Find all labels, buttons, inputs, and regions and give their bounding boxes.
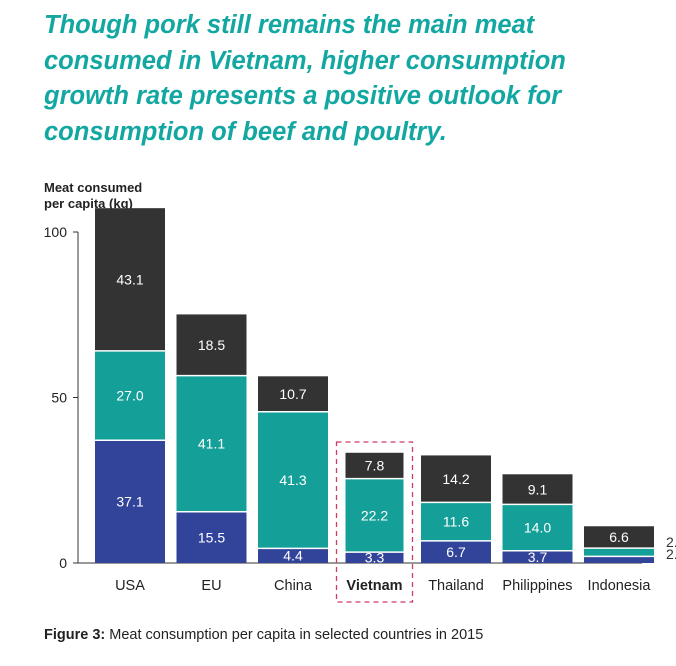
bar-pork (421, 502, 491, 541)
bar-beef (421, 455, 491, 503)
bar-value-label: 6.7 (446, 544, 466, 560)
bar-value-label: 41.1 (198, 436, 225, 452)
bar-value-label: 7.8 (365, 458, 385, 474)
bar-value-label: 37.1 (116, 494, 143, 510)
bar-beef (176, 314, 247, 376)
y-axis-title-line: Meat consumed (44, 180, 143, 195)
y-axis-title: Meat consumed per capita (kg) (44, 180, 142, 212)
x-tick-label: USA (115, 578, 145, 594)
x-tick-label: Vietnam (346, 578, 402, 594)
bar-value-label-outside: 2.5 (666, 534, 676, 550)
bar-pork (345, 478, 404, 553)
headline-line: consumption of beef and poultry. (44, 117, 447, 146)
bar-value-label: 14.0 (524, 520, 551, 536)
bar-value-label: 4.4 (283, 548, 303, 564)
bar-pork (584, 548, 654, 557)
bar-value-label: 9.1 (528, 481, 548, 497)
bar-value-label: 14.2 (442, 471, 469, 487)
bar-poultry (584, 556, 654, 563)
bar-pork (258, 411, 328, 549)
bar-poultry (502, 550, 573, 563)
bar-value-label: 41.3 (279, 472, 306, 488)
headline-line: growth rate presents a positive outlook … (44, 82, 562, 110)
y-tick-label: 0 (59, 555, 67, 571)
bar-value-label: 11.6 (443, 514, 469, 530)
caption-prefix: Figure 3: (44, 627, 106, 643)
bar-value-label: 15.5 (198, 529, 225, 545)
bar-value-label: 18.5 (198, 337, 225, 353)
bar-value-label: 43.1 (116, 271, 143, 287)
bar-value-label: 27.0 (116, 388, 143, 404)
bar-beef (95, 208, 165, 351)
bar-value-label: 3.3 (365, 550, 385, 566)
bar-value-label-outside: 2.0 (666, 546, 676, 562)
bar-poultry (258, 548, 328, 563)
x-tick-label: Philippines (502, 578, 572, 594)
x-tick-label: Indonesia (588, 578, 652, 594)
highlight-box (335, 441, 414, 603)
bar-beef (502, 474, 573, 505)
bar-beef (258, 376, 328, 412)
bar-beef (345, 452, 404, 479)
headline: Though pork still remains the main meat … (44, 8, 644, 150)
headline-line: Though pork still remains the main meat (44, 11, 535, 39)
bar-poultry (95, 440, 165, 563)
bar-poultry (345, 552, 404, 563)
y-tick-label: 50 (51, 390, 67, 406)
caption-text: Meat consumption per capita in selected … (105, 627, 484, 643)
bar-pork (95, 350, 165, 441)
bar-beef (584, 526, 654, 549)
figure-caption: Figure 3: Meat consumption per capita in… (44, 627, 483, 643)
bar-pork (176, 375, 247, 512)
x-tick-label: China (274, 578, 313, 594)
bar-value-label: 10.7 (279, 386, 306, 402)
bar-poultry (421, 540, 491, 563)
bar-value-label: 6.6 (609, 529, 629, 545)
bar-value-label: 3.7 (528, 549, 548, 565)
y-axis-title-line: per capita (kg) (44, 196, 133, 211)
x-tick-label: Thailand (428, 578, 484, 594)
bar-value-label: 22.2 (361, 507, 388, 523)
x-tick-label: EU (201, 578, 221, 594)
y-tick-label: 100 (44, 224, 68, 240)
bar-poultry (176, 511, 247, 563)
bar-pork (502, 504, 573, 551)
headline-line: consumed in Vietnam, higher consumption (44, 46, 566, 75)
